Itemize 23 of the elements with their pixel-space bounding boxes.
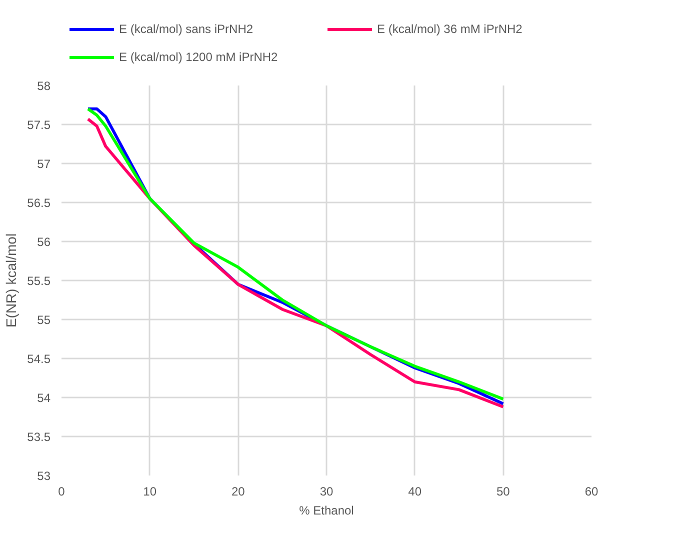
y-tick-label: 54 [37,391,51,405]
legend-label: E (kcal/mol) sans iPrNH2 [119,22,254,36]
y-tick-label: 56 [37,235,51,249]
x-axis-title: % Ethanol [299,504,354,518]
x-tick-label: 0 [58,484,66,498]
legend-label: E (kcal/mol) 36 mM iPrNH2 [377,22,524,36]
y-tick-label: 58 [37,79,51,93]
y-tick-label: 57.5 [27,118,51,132]
x-tick-label: 40 [408,484,422,498]
y-axis-title: E(NR) kcal/mol [3,233,20,328]
y-tick-label: 55 [37,313,51,327]
y-tick-label: 56.5 [27,196,51,210]
y-tick-label: 57 [37,157,51,171]
x-tick-label: 10 [143,484,157,498]
y-tick-label: 53.5 [27,430,51,444]
y-tick-label: 54.5 [27,352,51,366]
x-tick-label: 50 [496,484,510,498]
x-tick-label: 20 [231,484,246,498]
y-tick-label: 55.5 [27,274,51,288]
legend-label: E (kcal/mol) 1200 mM iPrNH2 [119,50,279,64]
x-tick-label: 30 [320,484,334,498]
y-tick-label: 53 [37,469,51,483]
x-tick-label: 60 [584,484,598,498]
